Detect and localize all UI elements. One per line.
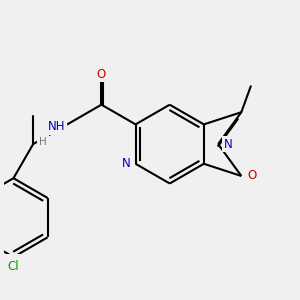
Text: NH: NH <box>48 120 65 133</box>
Text: N: N <box>224 138 233 151</box>
Text: O: O <box>247 169 256 182</box>
Text: N: N <box>122 157 131 170</box>
Text: O: O <box>97 68 106 81</box>
Text: Cl: Cl <box>8 260 19 273</box>
Text: H: H <box>39 137 47 147</box>
